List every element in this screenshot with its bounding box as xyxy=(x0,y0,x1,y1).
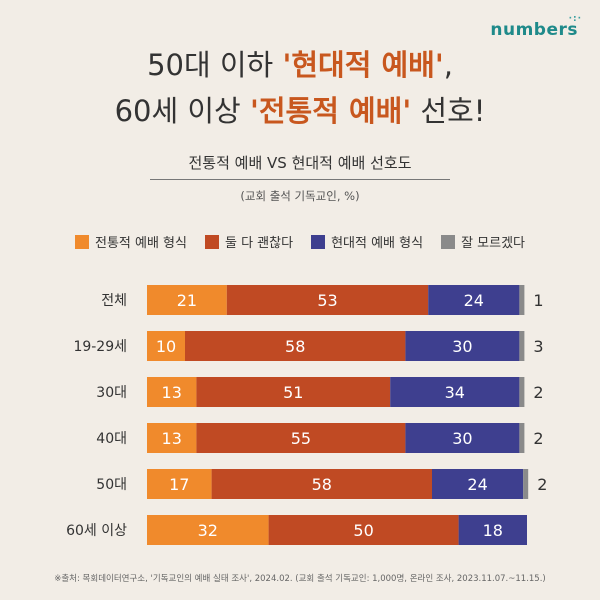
legend-item-unsure: 잘 모르겠다 xyxy=(441,232,525,251)
bar-segment xyxy=(185,331,406,361)
bar-value-label: 30 xyxy=(452,337,472,356)
legend-swatch-traditional xyxy=(74,234,89,249)
bar-segment xyxy=(405,331,520,361)
bar-segment xyxy=(519,423,525,453)
category-label: 40대 xyxy=(96,431,127,447)
bar-segment xyxy=(519,331,525,361)
bar-segment xyxy=(211,469,432,499)
legend-swatch-both xyxy=(204,234,219,249)
bar-value-label: 17 xyxy=(169,475,189,494)
bar-value-label: 51 xyxy=(283,383,303,402)
bar-value-label: 3 xyxy=(533,337,543,356)
chart-subtitle: 전통적 예배 VS 현대적 예배 선호도 xyxy=(150,152,450,180)
headline-line-2: 60세 이상 '전통적 예배' 선호! xyxy=(0,88,600,134)
bar-value-label: 34 xyxy=(445,383,465,402)
bar-value-label: 2 xyxy=(533,383,543,402)
bar-segment xyxy=(458,515,527,545)
bar-value-label: 58 xyxy=(285,337,305,356)
bar-segment xyxy=(147,469,212,499)
bar-value-label: 32 xyxy=(198,521,218,540)
category-label: 전체 xyxy=(101,293,127,309)
legend-label-traditional: 전통적 예배 형식 xyxy=(94,236,187,251)
bar-segment xyxy=(519,285,525,315)
headline-line-2-text: 60세 이상 xyxy=(114,94,250,128)
category-label: 30대 xyxy=(96,385,127,401)
bar-segment xyxy=(405,423,520,453)
bar-segment xyxy=(147,377,197,407)
category-label: 50대 xyxy=(96,477,127,493)
category-label: 19-29세 xyxy=(73,339,127,355)
bar-segment xyxy=(268,515,459,545)
bar-value-label: 24 xyxy=(464,291,484,310)
bar-value-label: 58 xyxy=(312,475,332,494)
bar-segment xyxy=(432,469,524,499)
bar-segment xyxy=(428,285,520,315)
headline-line-1-text: 50대 이하 xyxy=(147,48,283,82)
chart-legend: 전통적 예배 형식 둘 다 괜찮다 현대적 예배 형식 잘 모르겠다 xyxy=(0,232,600,251)
bar-segment xyxy=(147,331,185,361)
bar-segment xyxy=(147,423,197,453)
bar-value-label: 21 xyxy=(177,291,197,310)
headline-line-2-end: 선호! xyxy=(411,94,486,128)
headline-line-2-highlight: '전통적 예배' xyxy=(249,94,412,128)
headline-line-1: 50대 이하 '현대적 예배', xyxy=(0,42,600,88)
chart-note: (교회 출석 기독교인, %) xyxy=(240,189,360,203)
bar-value-label: 30 xyxy=(452,429,472,448)
category-label: 60세 이상 xyxy=(66,523,127,539)
legend-swatch-unsure xyxy=(441,234,456,249)
headline-line-1-highlight: '현대적 예배' xyxy=(282,48,444,82)
legend-item-both: 둘 다 괜찮다 xyxy=(204,232,294,251)
bar-segment xyxy=(196,377,391,407)
legend-item-traditional: 전통적 예배 형식 xyxy=(74,232,187,251)
bar-value-label: 13 xyxy=(162,429,182,448)
bar-segment xyxy=(390,377,520,407)
bar-value-label: 13 xyxy=(162,383,182,402)
legend-label-modern: 현대적 예배 형식 xyxy=(331,236,424,251)
logo-text: numbers xyxy=(490,20,578,40)
legend-swatch-modern xyxy=(311,234,326,249)
bar-segment xyxy=(519,377,525,407)
bar-value-label: 10 xyxy=(156,337,176,356)
legend-label-unsure: 잘 모르겠다 xyxy=(461,236,525,251)
bar-segment xyxy=(523,469,529,499)
bar-segment xyxy=(226,285,429,315)
bar-value-label: 53 xyxy=(317,291,337,310)
bar-value-label: 18 xyxy=(483,521,503,540)
stacked-bar-chart: 전체 21 53 24 1 19-29세 10 58 30 3 30대 13 51 34 2 40대 13 55 3… xyxy=(66,285,547,545)
legend-item-modern: 현대적 예배 형식 xyxy=(311,232,423,251)
bar-segment xyxy=(147,285,227,315)
bar-value-label: 2 xyxy=(537,475,547,494)
bar-value-label: 1 xyxy=(533,291,543,310)
bar-segment xyxy=(147,515,269,545)
legend-label-both: 둘 다 괜찮다 xyxy=(224,236,294,251)
headline-line-1-end: , xyxy=(443,48,453,82)
bar-value-label: 55 xyxy=(291,429,311,448)
bar-value-label: 2 xyxy=(533,429,543,448)
bar-value-label: 24 xyxy=(467,475,487,494)
logo-dots-icon: ·:· xyxy=(568,14,582,24)
headline: 50대 이하 '현대적 예배', 60세 이상 '전통적 예배' 선호! xyxy=(0,42,600,134)
source-note: ※출처: 목회데이터연구소, '기독교인의 예배 실태 조사', 2024.02… xyxy=(54,574,546,584)
bar-segment xyxy=(196,423,406,453)
brand-logo: numbers ·:· xyxy=(490,14,581,40)
bar-value-label: 50 xyxy=(353,521,373,540)
